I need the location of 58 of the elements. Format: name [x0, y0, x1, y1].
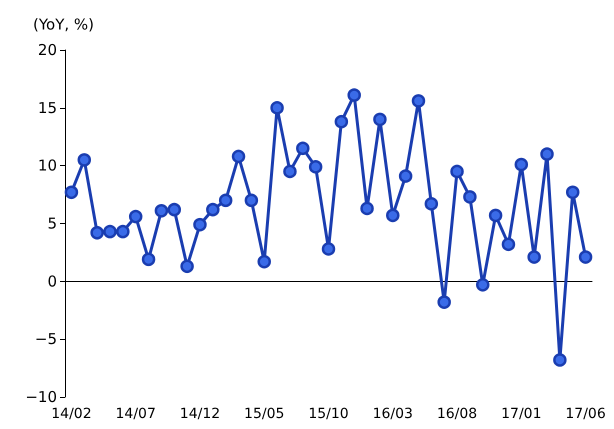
- point: [180, 260, 194, 274]
- point: [540, 147, 554, 161]
- point: [424, 197, 438, 211]
- point: [244, 194, 258, 208]
- y-tick-label: 0: [47, 272, 57, 290]
- point: [168, 202, 182, 216]
- point: [78, 153, 92, 167]
- point: [142, 252, 156, 266]
- point: [308, 160, 322, 174]
- point: [116, 224, 130, 238]
- x-tick-label: 17/06: [565, 406, 606, 422]
- point: [90, 226, 104, 240]
- point: [412, 94, 426, 108]
- point: [347, 88, 361, 102]
- point: [128, 210, 142, 224]
- point: [296, 142, 310, 156]
- point: [527, 250, 541, 264]
- x-tick-label: 16/08: [436, 406, 478, 422]
- y-tick-label: 5: [47, 214, 57, 232]
- point: [322, 242, 336, 256]
- y-tick-label: 10: [38, 156, 57, 175]
- point: [270, 101, 284, 115]
- point: [154, 204, 168, 218]
- point: [553, 353, 567, 367]
- point: [103, 224, 117, 238]
- y-tick-label: 15: [38, 98, 57, 117]
- point: [398, 169, 412, 183]
- point: [193, 218, 207, 232]
- point: [578, 250, 592, 264]
- point: [566, 186, 580, 200]
- point: [373, 112, 387, 126]
- point: [386, 208, 400, 222]
- x-tick-label: 15/10: [308, 406, 349, 422]
- point: [450, 164, 464, 178]
- point: [502, 238, 516, 252]
- point: [218, 194, 232, 208]
- point: [437, 295, 451, 309]
- point: [257, 254, 271, 268]
- point: [476, 278, 490, 292]
- x-tick-label: 17/01: [501, 406, 542, 422]
- x-tick-label: 14/07: [116, 406, 156, 422]
- point: [514, 158, 528, 172]
- y-tick-label: −5: [34, 330, 57, 348]
- point: [463, 190, 477, 204]
- y-axis-title: (YoY, %): [33, 16, 94, 34]
- x-tick-label: 14/02: [51, 406, 92, 422]
- y-tick-label: −10: [25, 388, 57, 406]
- point: [334, 114, 348, 128]
- x-tick-label: 15/05: [244, 406, 284, 422]
- y-tick-label: 20: [38, 41, 57, 59]
- point: [283, 164, 297, 178]
- x-tick-label: 16/03: [372, 406, 413, 422]
- x-tick-label: 14/12: [180, 406, 220, 422]
- point: [360, 202, 374, 216]
- point: [232, 150, 246, 164]
- point: [206, 202, 220, 216]
- point: [488, 208, 502, 222]
- point: [64, 186, 78, 200]
